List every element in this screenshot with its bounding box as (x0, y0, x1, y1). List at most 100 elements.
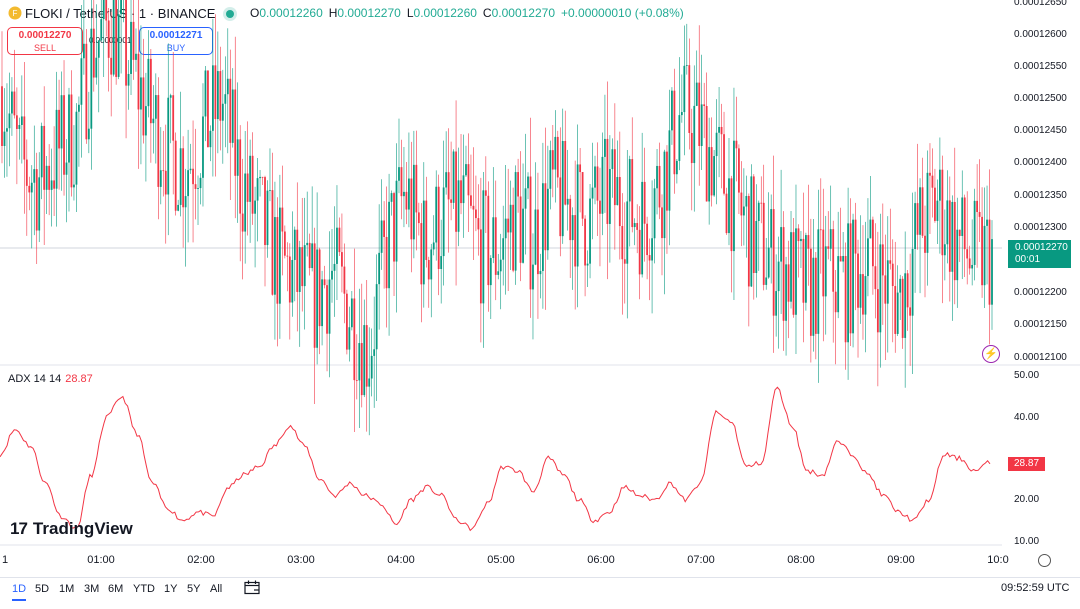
spread-value: 0.00000001 (89, 36, 132, 45)
candle-up (914, 203, 916, 249)
candle-down (15, 115, 18, 129)
candle-up (412, 164, 415, 240)
range-5y-button[interactable]: 5Y (187, 583, 201, 595)
candle-down (740, 192, 743, 216)
candle-up (549, 150, 552, 189)
candle-down (618, 177, 621, 227)
range-5d-button[interactable]: 5D (35, 583, 50, 595)
open-value: 0.00012260 (259, 6, 323, 20)
candle-up (728, 178, 730, 234)
candle-up (321, 279, 323, 327)
candle-down (271, 190, 274, 295)
candle-up (482, 190, 485, 304)
candle-up (742, 206, 745, 216)
candle-up (852, 219, 854, 334)
candle-down (735, 140, 738, 149)
sell-price: 0.00012270 (18, 30, 72, 41)
time-tick: 08:00 (787, 554, 815, 566)
range-6m-button[interactable]: 6M (108, 583, 124, 595)
candle-down (338, 227, 341, 253)
candle-up (363, 325, 366, 396)
chart-canvas[interactable] (0, 0, 1080, 577)
candle-down (149, 58, 152, 124)
candle-up (561, 141, 564, 237)
bottom-toolbar: 1D 5D 1M 3M 6M YTD 1Y 5Y All (0, 577, 1080, 609)
candle-up (87, 128, 90, 140)
range-1d-button[interactable]: 1D (12, 583, 27, 595)
settings-icon[interactable] (1038, 554, 1051, 567)
candle-down (172, 95, 175, 141)
candle-down (385, 236, 388, 289)
candle-up (611, 149, 614, 170)
candle-up (135, 53, 137, 60)
candle-down (889, 260, 892, 264)
candle-down (921, 187, 924, 236)
candle-up (938, 169, 941, 201)
candle-up (755, 221, 758, 274)
candle-down (854, 219, 857, 254)
candle-down (862, 274, 864, 315)
candle-down (876, 289, 879, 333)
candle-up (780, 227, 782, 262)
candle-up (368, 378, 371, 387)
candle-down (512, 204, 515, 271)
price-tick: 0.00012550 (1014, 61, 1067, 72)
candle-down (214, 65, 217, 120)
range-1y-button[interactable]: 1Y (164, 583, 178, 595)
candle-down (1, 86, 3, 146)
candle-up (765, 277, 768, 285)
candle-up (653, 188, 656, 239)
candle-up (601, 156, 604, 214)
candle-down (703, 104, 706, 107)
candle-down (85, 43, 88, 140)
candle-up (154, 95, 157, 119)
candle-up (403, 191, 405, 197)
adx-tick: 50.00 (1014, 370, 1040, 381)
range-3m-button[interactable]: 3M (84, 583, 100, 595)
candle-up (566, 198, 569, 205)
candle-down (688, 65, 691, 133)
candle-up (534, 209, 537, 265)
candle-up (231, 89, 234, 143)
adx-value-label: 28.87 (1008, 457, 1045, 471)
candle-down (874, 266, 877, 290)
utc-clock[interactable]: 09:52:59 UTC (1001, 582, 1070, 594)
candle-down (313, 243, 316, 348)
change-value: +0.00000010 (+0.08%) (561, 6, 684, 20)
candle-down (132, 21, 135, 60)
indicator-legend[interactable]: ADX 14 14 28.87 (8, 373, 93, 385)
time-tick: 02:00 (187, 554, 215, 566)
candle-up (209, 130, 212, 148)
candle-down (219, 71, 222, 121)
candle-down (234, 89, 237, 176)
svg-text:F: F (13, 9, 18, 18)
candle-up (668, 130, 671, 211)
candle-down (326, 285, 328, 334)
candle-up (497, 271, 500, 275)
candle-down (872, 219, 874, 267)
candle-down (142, 77, 145, 136)
candle-down (450, 199, 452, 203)
candle-up (842, 255, 845, 262)
candle-up (80, 58, 83, 105)
range-1m-button[interactable]: 1M (59, 583, 75, 595)
last-price-value: 0.00012270 (1015, 242, 1068, 253)
tradingview-logo[interactable]: 17 TradingView (10, 519, 133, 539)
calendar-icon[interactable] (244, 580, 260, 595)
time-tick: 09:00 (887, 554, 915, 566)
time-tick: 03:00 (287, 554, 315, 566)
candle-down (953, 201, 956, 281)
lightning-icon[interactable]: ⚡ (982, 345, 1000, 363)
range-all-button[interactable]: All (210, 583, 223, 595)
range-ytd-button[interactable]: YTD (133, 583, 155, 595)
candle-up (641, 181, 644, 275)
candle-down (762, 202, 765, 285)
candle-up (95, 57, 98, 78)
buy-button[interactable]: 0.00012271 BUY (139, 27, 213, 55)
candle-up (817, 229, 820, 334)
candle-up (78, 104, 80, 112)
candle-up (18, 124, 21, 129)
sell-button[interactable]: 0.00012270 SELL (7, 27, 83, 55)
candle-down (646, 223, 649, 256)
candle-down (772, 209, 775, 316)
